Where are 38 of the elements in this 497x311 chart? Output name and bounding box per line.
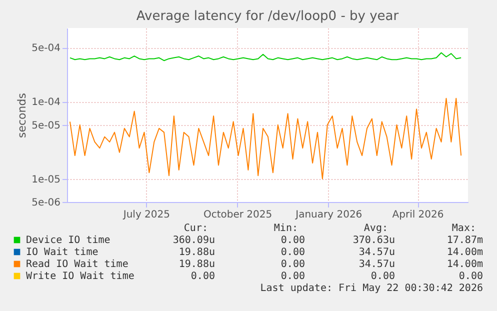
text: Last update: Fri May 22 00:30:42 2026 <box>260 283 483 294</box>
line-series <box>69 98 462 180</box>
text: 0.00 <box>280 259 305 270</box>
legend-label: Write IO Wait time <box>26 271 134 282</box>
legend-label: Device IO time <box>26 235 110 246</box>
text: 19.88u <box>178 247 215 258</box>
text: Max: <box>452 223 476 234</box>
x-tick-label: October 2025 <box>203 210 272 220</box>
text: 19.88u <box>178 259 215 270</box>
y-axis-title: seconds <box>16 92 29 138</box>
text: 34.57u <box>358 259 395 270</box>
text: Avg: <box>364 223 388 234</box>
text: 370.63u <box>352 235 395 246</box>
text: 0.00 <box>280 271 305 282</box>
text: 14.00m <box>446 259 483 270</box>
x-tick-label: January 2026 <box>294 210 362 220</box>
line-series <box>69 52 462 62</box>
text: 14.00m <box>446 247 483 258</box>
text: 0.00 <box>370 271 395 282</box>
text: Min: <box>274 223 298 234</box>
x-tick-label: July 2025 <box>122 210 170 220</box>
text: 0.00 <box>458 271 483 282</box>
x-tick-label: April 2026 <box>392 210 444 220</box>
y-tick-label: 5e-04 <box>32 43 60 54</box>
text: 34.57u <box>358 247 395 258</box>
legend-label: IO Wait time <box>26 247 98 258</box>
y-tick-label: 5e-06 <box>32 198 60 208</box>
y-tick-label: 1e-04 <box>32 97 60 108</box>
text: 17.87m <box>446 235 483 246</box>
text: 0.00 <box>190 271 215 282</box>
text: 0.00 <box>280 235 305 246</box>
text: 0.00 <box>280 247 305 258</box>
text: 360.09u <box>172 235 215 246</box>
y-tick-label: 1e-05 <box>32 174 60 186</box>
legend-label: Read IO Wait time <box>26 259 128 270</box>
chart-title: Average latency for /dev/loop0 - by year <box>136 9 400 24</box>
text: Cur: <box>184 223 208 234</box>
y-tick-label: 5e-05 <box>32 120 60 132</box>
